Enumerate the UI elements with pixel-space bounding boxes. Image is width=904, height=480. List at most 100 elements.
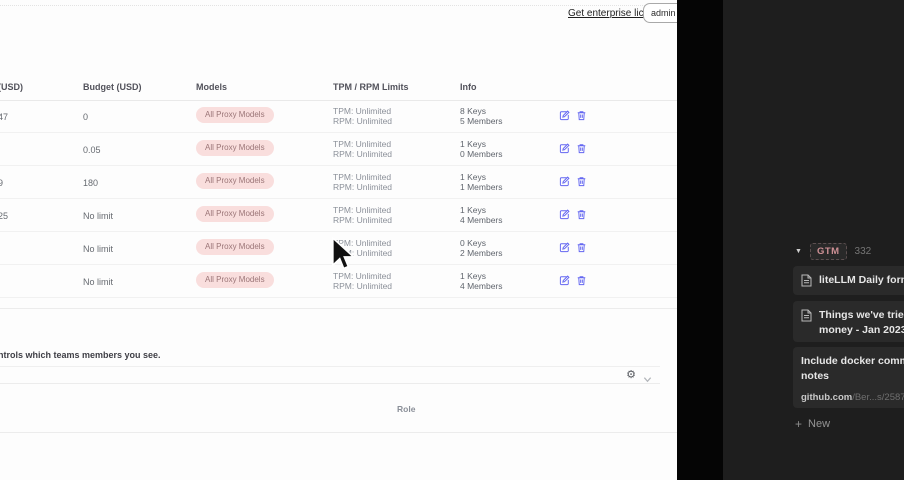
cell-limits: TPM: Unlimited RPM: Unlimited [333,106,393,126]
rpm-limit: RPM: Unlimited [333,214,393,225]
cell-actions [559,242,587,253]
tpm-limit: TPM: Unlimited [333,238,392,248]
cell-info: 1 Keys 0 Members [460,139,503,159]
cell-limits: TPM: Unlimited RPM: Unlimited [333,271,393,291]
top-dotted-divider [0,5,677,6]
note-card[interactable]: Things we've tried money - Jan 2023 [793,301,904,342]
tpm-limit: TPM: Unlimited [333,139,392,149]
table-row: 9 180 All Proxy Models TPM: Unlimited RPM… [0,166,677,199]
cell-models: All Proxy Models [196,173,274,189]
cell-info: 1 Keys 4 Members [460,205,503,225]
title-line-2: money - Jan 2023 [819,324,904,336]
cell-models: All Proxy Models [196,140,274,156]
cell-actions [559,143,587,154]
cell-info: 1 Keys 4 Members [460,271,503,291]
cell-actions [559,110,587,121]
delete-icon[interactable] [576,242,587,253]
table-header-row: (USD) Budget (USD) Models TPM / RPM Limi… [0,82,677,100]
tag-count: 332 [854,246,872,257]
table-header-divider [0,100,677,101]
table-row: 47 0 All Proxy Models TPM: Unlimited RPM:… [0,100,677,133]
new-note-button[interactable]: + New [795,418,830,430]
table-row: No limit All Proxy Models TPM: Unlimited… [0,265,677,298]
members-count: 0 Members [460,148,503,159]
edit-icon[interactable] [559,176,570,187]
bookmark-link[interactable]: github.com/Ber...s/2587 [801,392,904,403]
col-header-spend: (USD) [0,82,23,92]
table-row: 0.05 All Proxy Models TPM: Unlimited RPM:… [0,133,677,166]
members-count: 2 Members [460,247,503,258]
filter-bar: ⚙ [0,366,660,384]
col-header-limits: TPM / RPM Limits [333,82,409,92]
cell-limits: TPM: Unlimited RPM: Unlimited [333,139,393,159]
col-header-budget: Budget (USD) [83,82,142,92]
delete-icon[interactable] [576,209,587,220]
delete-icon[interactable] [576,110,587,121]
members-note-text: ntrols which teams members you see. [0,350,161,360]
title-line-1: Things we've tried [819,309,904,321]
link-host: github.com [801,392,853,403]
rpm-limit: RPM: Unlimited [333,247,393,258]
role-column-header: Role [397,404,416,414]
gear-icon[interactable]: ⚙ [626,369,636,381]
edit-icon[interactable] [559,209,570,220]
models-badge: All Proxy Models [196,140,274,156]
cell-budget: No limit [83,211,114,221]
models-badge: All Proxy Models [196,173,274,189]
notes-side-panel: ▼ GTM 332 liteLLM Daily forma Things we'… [723,0,904,480]
cell-budget: 180 [83,178,99,188]
edit-icon[interactable] [559,242,570,253]
enterprise-license-link[interactable]: Get enterprise license [568,8,666,19]
tag-group-toggle[interactable]: ▼ GTM 332 [795,243,871,260]
bottom-divider [0,432,677,433]
collapse-triangle-icon[interactable]: ▼ [795,247,802,255]
rpm-limit: RPM: Unlimited [333,181,393,192]
tpm-limit: TPM: Unlimited [333,172,392,182]
rpm-limit: RPM: Unlimited [333,148,393,159]
bookmark-card[interactable]: Include docker comma notes github.com/Ber… [793,347,904,408]
new-label: New [808,418,831,430]
edit-icon[interactable] [559,110,570,121]
edit-icon[interactable] [559,143,570,154]
delete-icon[interactable] [576,275,587,286]
cell-actions [559,209,587,220]
members-count: 4 Members [460,280,503,291]
tpm-limit: TPM: Unlimited [333,271,392,281]
bookmark-line-1: Include docker comma [801,355,904,367]
document-icon [801,309,812,322]
section-divider [0,308,677,309]
note-card[interactable]: liteLLM Daily forma [793,266,904,295]
bookmark-line-2: notes [801,370,830,382]
delete-icon[interactable] [576,176,587,187]
keys-count: 1 Keys [460,172,486,182]
models-badge: All Proxy Models [196,272,274,288]
cell-limits: TPM: Unlimited RPM: Unlimited [333,205,393,225]
link-path: /Ber...s/2587 [852,392,904,403]
tpm-limit: TPM: Unlimited [333,106,392,116]
cell-models: All Proxy Models [196,239,274,255]
cell-budget: No limit [83,277,114,287]
cell-budget: 0 [83,112,89,122]
cell-limits: TPM: Unlimited RPM: Unlimited [333,172,393,192]
table-row: 25 No limit All Proxy Models TPM: Unlimi… [0,199,677,232]
cell-models: All Proxy Models [196,107,274,123]
cell-info: 0 Keys 2 Members [460,238,503,258]
gtm-tag-badge[interactable]: GTM [809,243,847,260]
models-badge: All Proxy Models [196,107,274,123]
rpm-limit: RPM: Unlimited [333,280,393,291]
keys-count: 8 Keys [460,106,486,116]
col-header-models: Models [196,82,228,92]
cell-models: All Proxy Models [196,206,274,222]
keys-count: 1 Keys [460,139,486,149]
models-badge: All Proxy Models [196,239,274,255]
cell-spend: 25 [0,211,9,221]
chevron-down-icon[interactable] [643,371,652,383]
window-gap [677,0,723,480]
admin-app-area: Get enterprise license admin (USD) Budge… [0,3,684,433]
cell-actions [559,176,587,187]
delete-icon[interactable] [576,143,587,154]
edit-icon[interactable] [559,275,570,286]
rpm-limit: RPM: Unlimited [333,115,393,126]
cell-info: 1 Keys 1 Members [460,172,503,192]
